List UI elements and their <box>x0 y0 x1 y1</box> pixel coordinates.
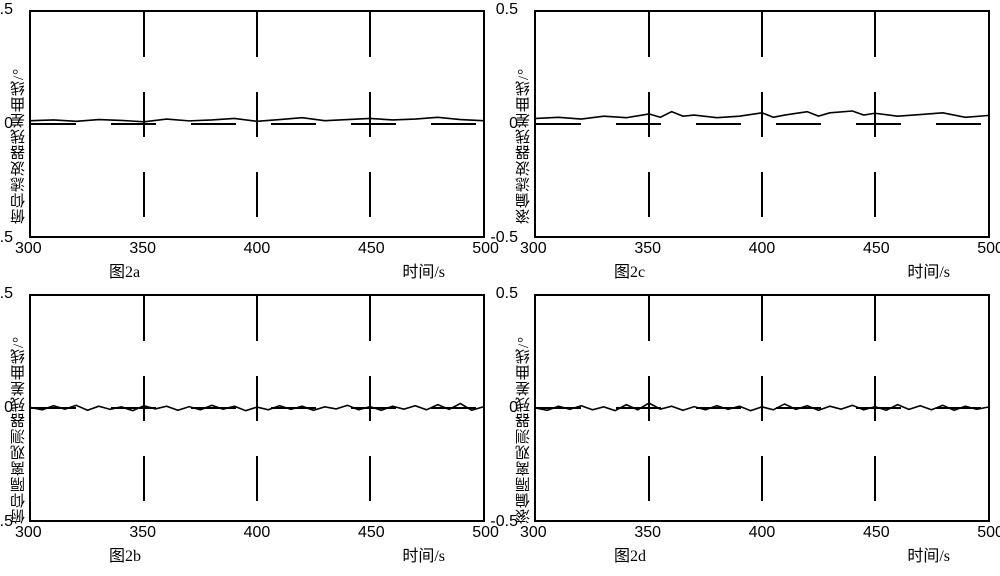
bottom-row-c: 图2c 时间/s <box>534 258 990 282</box>
trace-svg-c <box>536 12 988 236</box>
plot-c: 0.5 0 -0.5 <box>534 10 990 238</box>
ytick: 0 <box>4 399 13 417</box>
ytick: 0 <box>509 115 518 133</box>
xticks-b: 300 350 400 450 500 <box>15 522 499 542</box>
panel-b: 俯仰隔离观测器残差曲线/° 0.5 0 -0.5 300 350 400 450… <box>10 294 485 566</box>
plot-a: 0.5 0 -0.5 <box>29 10 485 238</box>
plot-d: 0.5 0 -0.5 <box>534 294 990 522</box>
ytick: 0.5 <box>0 285 13 303</box>
chart-grid: 俯仰滤波器残差曲线/° 0.5 0 -0.5 300 350 400 450 5… <box>10 10 990 566</box>
bottom-row-a: 图2a 时间/s <box>29 258 485 282</box>
panel-d: 滚偏隔离观测器残差曲线/° 0.5 0 -0.5 300 350 400 450… <box>515 294 990 566</box>
xlabel-a: 时间/s <box>402 258 445 282</box>
plotwrap-c: 0.5 0 -0.5 300 350 400 450 500 图2c 时间/s <box>534 10 990 282</box>
ytick: 0 <box>4 115 13 133</box>
xtick: 350 <box>634 524 661 542</box>
xticks-a: 300 350 400 450 500 <box>15 238 499 258</box>
xtick: 450 <box>863 240 890 258</box>
plotwrap-a: 0.5 0 -0.5 300 350 400 450 500 图2a 时间/s <box>29 10 485 282</box>
trace-svg-a <box>31 12 483 236</box>
xtick: 350 <box>634 240 661 258</box>
trace-svg-d <box>536 296 988 520</box>
ytick: -0.5 <box>0 513 13 531</box>
xtick: 500 <box>977 240 1000 258</box>
plotwrap-d: 0.5 0 -0.5 300 350 400 450 500 图2d 时间/s <box>534 294 990 566</box>
ytick: 0 <box>509 399 518 417</box>
bottom-row-b: 图2b 时间/s <box>29 542 485 566</box>
ytick: 0.5 <box>0 1 13 19</box>
xtick: 450 <box>863 524 890 542</box>
plot-b: 0.5 0 -0.5 <box>29 294 485 522</box>
bottom-row-d: 图2d 时间/s <box>534 542 990 566</box>
xtick: 450 <box>358 524 385 542</box>
fig-label-b: 图2b <box>109 542 141 566</box>
fig-label-c: 图2c <box>614 258 645 282</box>
xtick: 450 <box>358 240 385 258</box>
xticks-d: 300 350 400 450 500 <box>520 522 1000 542</box>
xtick: 400 <box>244 524 271 542</box>
xtick: 350 <box>129 240 156 258</box>
xtick: 500 <box>977 524 1000 542</box>
fig-label-a: 图2a <box>109 258 140 282</box>
xlabel-c: 时间/s <box>907 258 950 282</box>
ytick: 0.5 <box>496 1 518 19</box>
xtick: 400 <box>244 240 271 258</box>
ytick: -0.5 <box>0 229 13 247</box>
xlabel-b: 时间/s <box>402 542 445 566</box>
xtick: 400 <box>749 524 776 542</box>
plotwrap-b: 0.5 0 -0.5 300 350 400 450 500 图2b 时间/s <box>29 294 485 566</box>
xtick: 350 <box>129 524 156 542</box>
panel-c: 滚偏滤波器残差曲线/° 0.5 0 -0.5 300 350 400 450 5… <box>515 10 990 282</box>
xticks-c: 300 350 400 450 500 <box>520 238 1000 258</box>
ytick: 0.5 <box>496 285 518 303</box>
fig-label-d: 图2d <box>614 542 646 566</box>
ytick: -0.5 <box>490 513 518 531</box>
trace-svg-b <box>31 296 483 520</box>
xlabel-d: 时间/s <box>907 542 950 566</box>
panel-a: 俯仰滤波器残差曲线/° 0.5 0 -0.5 300 350 400 450 5… <box>10 10 485 282</box>
xtick: 400 <box>749 240 776 258</box>
ytick: -0.5 <box>490 229 518 247</box>
